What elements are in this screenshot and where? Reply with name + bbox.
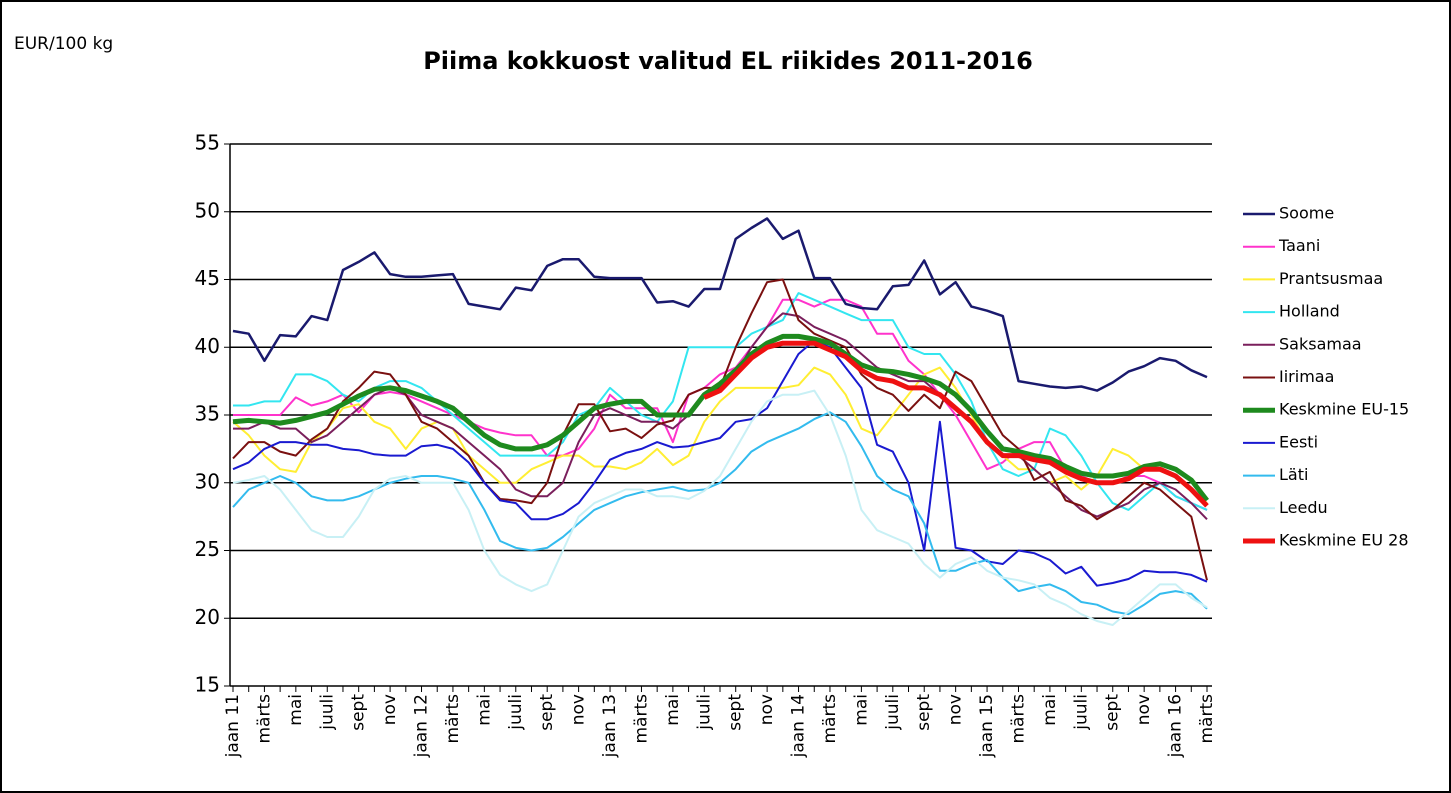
x-tick-label: mai bbox=[286, 694, 306, 726]
x-tick-label: juuli bbox=[506, 694, 526, 731]
x-tick-label: mai bbox=[663, 694, 683, 726]
x-tick-label: sept bbox=[349, 694, 369, 731]
x-tick-label: märts bbox=[1008, 694, 1028, 744]
x-tick-label: märts bbox=[254, 694, 274, 744]
series-line bbox=[232, 411, 1208, 616]
legend-label: Iirimaa bbox=[1279, 367, 1334, 386]
x-tick-label: jaan 11 bbox=[223, 694, 243, 758]
x-tick-label: jaan 14 bbox=[789, 694, 809, 758]
legend-label: Läti bbox=[1279, 465, 1308, 484]
x-tick-label: sept bbox=[914, 694, 934, 731]
legend-label: Keskmine EU-15 bbox=[1279, 400, 1409, 419]
x-tick-label: sept bbox=[726, 694, 746, 731]
y-tick-label: 40 bbox=[195, 334, 220, 358]
series-line bbox=[232, 217, 1208, 392]
legend-label: Saksamaa bbox=[1279, 334, 1362, 353]
legend-label: Leedu bbox=[1279, 498, 1328, 517]
chart-title: Piima kokkuost valitud EL riikides 2011-… bbox=[423, 47, 1033, 75]
y-tick-label: 15 bbox=[195, 673, 220, 697]
legend-label: Soome bbox=[1279, 204, 1334, 223]
x-tick-label: nov bbox=[569, 694, 589, 725]
x-tick-label: jaan 15 bbox=[977, 694, 997, 758]
legend-label: Eesti bbox=[1279, 432, 1318, 451]
x-tick-label: märts bbox=[1197, 694, 1217, 744]
y-tick-label: 45 bbox=[195, 266, 220, 290]
x-tick-label: sept bbox=[537, 694, 557, 731]
y-tick-label: 35 bbox=[195, 402, 220, 426]
x-tick-label: sept bbox=[1103, 694, 1123, 731]
y-tick-label: 20 bbox=[195, 605, 220, 629]
x-tick-label: mai bbox=[474, 694, 494, 726]
x-tick-label: mai bbox=[1040, 694, 1060, 726]
series-line bbox=[232, 339, 1208, 587]
y-axis-label: EUR/100 kg bbox=[14, 34, 113, 54]
x-tick-label: juuli bbox=[1071, 694, 1091, 731]
series-line bbox=[232, 389, 1208, 626]
x-tick-label: jaan 16 bbox=[1166, 694, 1186, 758]
x-tick-label: juuli bbox=[694, 694, 714, 731]
y-tick-label: 50 bbox=[195, 198, 220, 222]
y-tick-label: 30 bbox=[195, 469, 220, 493]
x-tick-label: jaan 13 bbox=[600, 694, 620, 758]
x-tick-label: juuli bbox=[883, 694, 903, 731]
x-tick-label: nov bbox=[757, 694, 777, 725]
x-tick-label: juuli bbox=[317, 694, 337, 731]
y-tick-label: 55 bbox=[195, 131, 220, 155]
y-tick-label: 25 bbox=[195, 537, 220, 561]
x-tick-label: nov bbox=[380, 694, 400, 725]
x-tick-label: nov bbox=[1134, 694, 1154, 725]
x-tick-label: jaan 12 bbox=[412, 694, 432, 758]
x-tick-label: märts bbox=[631, 694, 651, 744]
legend-label: Taani bbox=[1278, 236, 1320, 255]
x-tick-label: mai bbox=[851, 694, 871, 726]
legend-label: Holland bbox=[1279, 302, 1340, 321]
series-line bbox=[232, 333, 1209, 502]
x-tick-label: märts bbox=[443, 694, 463, 744]
legend-label: Keskmine EU 28 bbox=[1279, 531, 1409, 550]
legend-label: Prantsusmaa bbox=[1279, 269, 1383, 288]
x-tick-label: märts bbox=[820, 694, 840, 744]
x-tick-label: nov bbox=[946, 694, 966, 725]
series-line bbox=[703, 340, 1209, 508]
